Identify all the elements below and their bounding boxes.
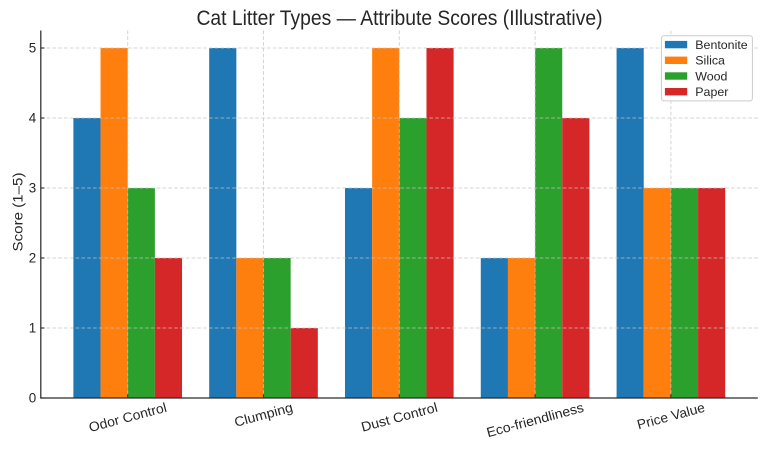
svg-text:Paper: Paper: [695, 85, 728, 99]
svg-text:Silica: Silica: [695, 54, 725, 68]
svg-text:Cat Litter Types — Attribute S: Cat Litter Types — Attribute Scores (Ill…: [197, 7, 603, 30]
svg-text:Wood: Wood: [695, 69, 727, 83]
svg-text:4: 4: [29, 111, 37, 126]
svg-text:0: 0: [29, 391, 36, 406]
svg-text:2: 2: [29, 251, 36, 266]
svg-text:1: 1: [29, 321, 36, 336]
svg-text:Score (1–5): Score (1–5): [10, 173, 25, 252]
svg-text:Bentonite: Bentonite: [695, 38, 747, 52]
svg-text:3: 3: [29, 181, 36, 196]
svg-text:5: 5: [29, 41, 36, 56]
